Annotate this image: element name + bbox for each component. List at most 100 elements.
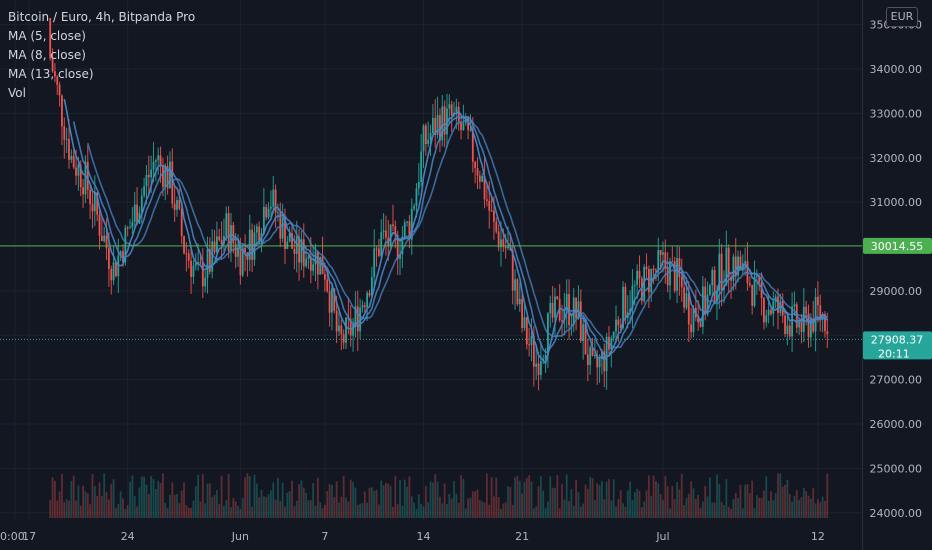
volume-bar <box>798 499 801 518</box>
candle-body <box>565 294 568 311</box>
volume-bar <box>431 482 434 518</box>
volume-bar <box>288 491 291 518</box>
candle-body <box>70 155 73 160</box>
candle-body <box>563 310 566 321</box>
candle-body <box>612 331 615 339</box>
volume-bar <box>86 493 89 518</box>
volume-bar <box>706 496 709 518</box>
candle-body <box>488 200 491 211</box>
candle-body <box>169 161 171 189</box>
candle-body <box>166 166 169 189</box>
volume-bar <box>821 496 824 518</box>
volume-bar <box>575 479 578 518</box>
candle-body <box>100 235 103 242</box>
candle-body <box>218 236 221 240</box>
horizontal-level-badge[interactable]: 30014.55 <box>863 237 932 254</box>
volume-bar <box>61 474 63 518</box>
candle-body <box>162 165 164 187</box>
volume-bar <box>49 500 52 518</box>
volume-bar <box>819 502 822 518</box>
volume-bar <box>659 494 662 518</box>
candle-body <box>467 116 470 130</box>
candle-body <box>760 282 763 298</box>
volume-bar <box>429 481 432 518</box>
volume-bar <box>223 505 225 518</box>
volume-bar <box>485 473 488 518</box>
volume-bar <box>666 486 669 518</box>
volume-bars <box>49 473 829 518</box>
symbol-title[interactable]: Bitcoin / Euro, 4h, Bitpanda Pro <box>8 10 196 24</box>
candle-body <box>441 106 444 141</box>
candle-body <box>363 305 366 308</box>
volume-bar <box>368 487 371 518</box>
volume-bar <box>713 502 716 518</box>
candle-body <box>420 151 423 182</box>
candle-body <box>192 265 195 277</box>
volume-bar <box>453 480 455 518</box>
candle-body <box>692 307 695 333</box>
volume-bar <box>293 505 296 518</box>
candle-body <box>652 268 655 271</box>
candle-body <box>65 138 68 140</box>
volume-bar <box>138 487 141 518</box>
candle-body <box>98 214 101 236</box>
candle-body <box>56 76 59 85</box>
volume-bar <box>129 481 131 518</box>
chart-grid <box>0 0 862 520</box>
candle-body <box>255 226 258 233</box>
volume-bar <box>260 489 263 518</box>
volume-bar <box>732 499 735 518</box>
candle-body <box>122 251 124 263</box>
ma-13-line <box>87 119 828 349</box>
candle-body <box>403 222 406 237</box>
candle-body <box>455 106 458 113</box>
volume-bar <box>455 493 458 518</box>
volume-bar <box>812 487 815 518</box>
candle-body <box>382 230 385 233</box>
price-tick-label: 24000.00 <box>870 507 923 520</box>
currency-badge[interactable]: EUR <box>886 7 918 27</box>
candle-body <box>281 217 284 239</box>
legend-ma5[interactable]: MA (5, close) <box>8 29 86 43</box>
candle-body <box>323 273 326 280</box>
volume-bar <box>98 482 101 518</box>
candle-body <box>143 186 146 196</box>
volume-bar <box>267 494 270 518</box>
candle-body <box>385 230 387 238</box>
legend-ma13[interactable]: MA (13, close) <box>8 67 94 81</box>
candle-body <box>63 126 66 140</box>
candle-body <box>131 221 134 228</box>
legend-volume[interactable]: Vol <box>8 86 26 100</box>
candle-body <box>549 302 552 314</box>
candle-body <box>511 250 514 291</box>
candle-body <box>720 253 723 290</box>
time-tick-label: 17 <box>22 530 36 543</box>
volume-bar <box>342 475 345 518</box>
candle-body <box>647 269 650 293</box>
volume-bar <box>807 495 810 518</box>
volume-bar <box>753 508 756 518</box>
volume-bar <box>206 483 209 518</box>
candle-body <box>457 106 460 122</box>
candle-body <box>753 276 756 306</box>
volume-bar <box>711 502 714 518</box>
volume-bar <box>638 490 641 518</box>
candle-body <box>478 175 481 182</box>
volume-bar <box>779 473 782 518</box>
volume-bar <box>225 500 228 518</box>
candle-body <box>824 314 826 332</box>
candle-body <box>490 210 493 212</box>
candle-body <box>272 189 275 207</box>
volume-bar <box>281 482 284 518</box>
candle-body <box>765 315 768 323</box>
volume-bar <box>450 498 453 518</box>
volume-bar <box>323 504 326 518</box>
volume-bar <box>502 503 505 518</box>
volume-bar <box>93 485 96 518</box>
volume-bar <box>697 495 700 518</box>
legend-ma8[interactable]: MA (8, close) <box>8 48 86 62</box>
volume-bar <box>532 508 535 518</box>
volume-bar <box>683 505 685 518</box>
volume-bar <box>727 506 730 518</box>
